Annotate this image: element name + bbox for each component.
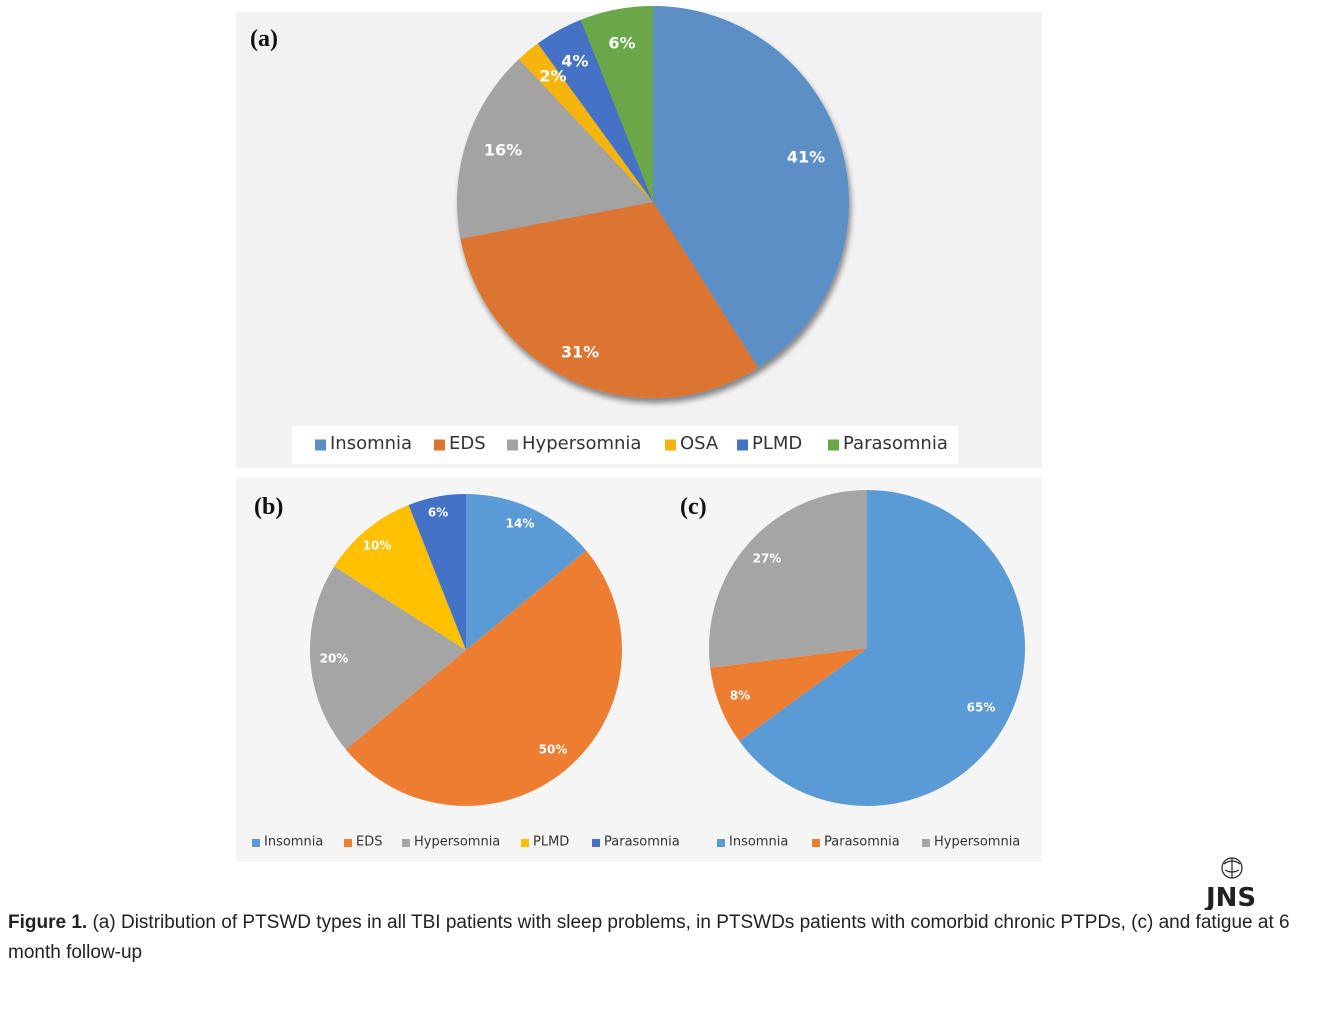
figure-caption: Figure 1. (a) Distribution of PTSWD type… xyxy=(8,908,1308,968)
pie-a-slice-eds xyxy=(460,202,759,399)
legend-b-swatch-eds xyxy=(344,839,352,847)
pie-b-slice-parasomnia xyxy=(408,494,466,650)
legend-a-label-osa: OSA xyxy=(680,433,719,454)
legend-a-label-hypersomnia: Hypersomnia xyxy=(522,433,641,454)
pie-a-slice-osa xyxy=(518,43,653,203)
pie-a-slice-hypersomnia xyxy=(456,59,653,239)
pie-c-label-insomnia: 65% xyxy=(967,701,996,715)
pie-a-label-parasomnia: 6% xyxy=(608,34,635,53)
pie-b-slice-hypersomnia xyxy=(309,566,466,750)
legend-a-label-eds: EDS xyxy=(449,433,486,454)
legend-c-swatch-hypersomnia xyxy=(922,839,930,847)
pie-a-slice-parasomnia xyxy=(580,5,653,202)
pie-b-slice-insomnia xyxy=(466,494,587,650)
legend-c-label-insomnia: Insomnia xyxy=(729,835,788,850)
legend-a-swatch-plmd xyxy=(737,439,748,451)
legend-a-label-insomnia: Insomnia xyxy=(330,433,412,454)
pie-c-slice-hypersomnia xyxy=(709,490,867,668)
legend-a-swatch-osa xyxy=(665,439,676,451)
legend-b-label-plmd: PLMD xyxy=(533,835,569,850)
legend-c-swatch-parasomnia xyxy=(812,839,820,847)
legend-c-swatch-insomnia xyxy=(717,839,725,847)
pie-b-label-plmd: 10% xyxy=(363,539,392,553)
pie-b-label-insomnia: 14% xyxy=(506,517,535,531)
jns-logo-text: JNS xyxy=(1204,883,1256,910)
pie-b-label-parasomnia: 6% xyxy=(428,506,448,520)
pie-chart-a xyxy=(456,5,850,399)
jns-logo: JNS xyxy=(1204,857,1256,910)
legend-b-label-insomnia: Insomnia xyxy=(264,835,323,850)
legend-a-swatch-insomnia xyxy=(315,439,326,451)
legend-c: Insomnia Parasomnia Hypersomnia xyxy=(717,835,1020,850)
panel-label-c: (c) xyxy=(680,494,707,520)
legend-b-label-eds: EDS xyxy=(356,835,382,850)
panel-label-a: (a) xyxy=(250,26,278,52)
legend-a-background xyxy=(292,426,958,464)
pie-b-labels: 14% 50% 20% 10% 6% xyxy=(320,506,568,757)
legend-b-swatch-parasomnia xyxy=(592,839,600,847)
pie-c-label-hypersomnia: 27% xyxy=(753,552,782,566)
pie-a-label-insomnia: 41% xyxy=(787,148,825,167)
pie-a-label-osa: 2% xyxy=(539,67,566,86)
pie-b-slice-eds xyxy=(345,550,622,806)
legend-a: Insomnia EDS Hypersomnia OSA PLMD Parasomnia xyxy=(315,433,948,454)
pie-c-labels: 65% 8% 27% xyxy=(730,552,996,715)
pie-a-slice-plmd xyxy=(537,19,653,203)
pie-chart-c xyxy=(709,490,1026,806)
legend-c-label-parasomnia: Parasomnia xyxy=(824,835,900,850)
legend-b-label-parasomnia: Parasomnia xyxy=(604,835,680,850)
pie-b-slice-plmd xyxy=(334,504,466,650)
pie-a-labels: 41% 31% 16% 2%4% 6% xyxy=(484,34,825,362)
legend-a-swatch-hypersomnia xyxy=(507,439,518,451)
pie-a-label-hypersomnia: 16% xyxy=(484,141,522,160)
legend-b-swatch-insomnia xyxy=(252,839,260,847)
pie-b-label-eds: 50% xyxy=(539,743,568,757)
legend-a-swatch-eds xyxy=(434,439,445,451)
legend-c-label-hypersomnia: Hypersomnia xyxy=(934,835,1020,850)
pie-c-slice-insomnia xyxy=(739,490,1026,806)
panel-label-b: (b) xyxy=(254,494,283,520)
legend-b-swatch-hypersomnia xyxy=(402,839,410,847)
legend-b-label-hypersomnia: Hypersomnia xyxy=(414,835,500,850)
pie-a-label-plmd: 4% xyxy=(561,52,588,71)
pie-c-label-parasomnia: 8% xyxy=(730,689,750,703)
pie-a-label-eds: 31% xyxy=(561,343,599,362)
legend-a-label-parasomnia: Parasomnia xyxy=(843,433,948,454)
pie-c-slice-parasomnia xyxy=(710,648,867,741)
caption-lead: Figure 1. xyxy=(8,912,88,933)
legend-b: Insomnia EDS Hypersomnia PLMD Parasomnia xyxy=(252,835,680,850)
pie-a-slice-insomnia xyxy=(653,5,850,368)
caption-text: (a) Distribution of PTSWD types in all T… xyxy=(8,912,1290,963)
legend-b-swatch-plmd xyxy=(521,839,529,847)
figure-canvas: (a) (b) (c) 41% 31% 16% 2%4% 6% Insomnia EDS H… xyxy=(236,5,1042,850)
pie-chart-b xyxy=(309,494,622,806)
pie-b-label-hypersomnia: 20% xyxy=(320,652,349,666)
legend-a-label-plmd: PLMD xyxy=(752,433,802,454)
legend-a-swatch-parasomnia xyxy=(828,439,839,451)
